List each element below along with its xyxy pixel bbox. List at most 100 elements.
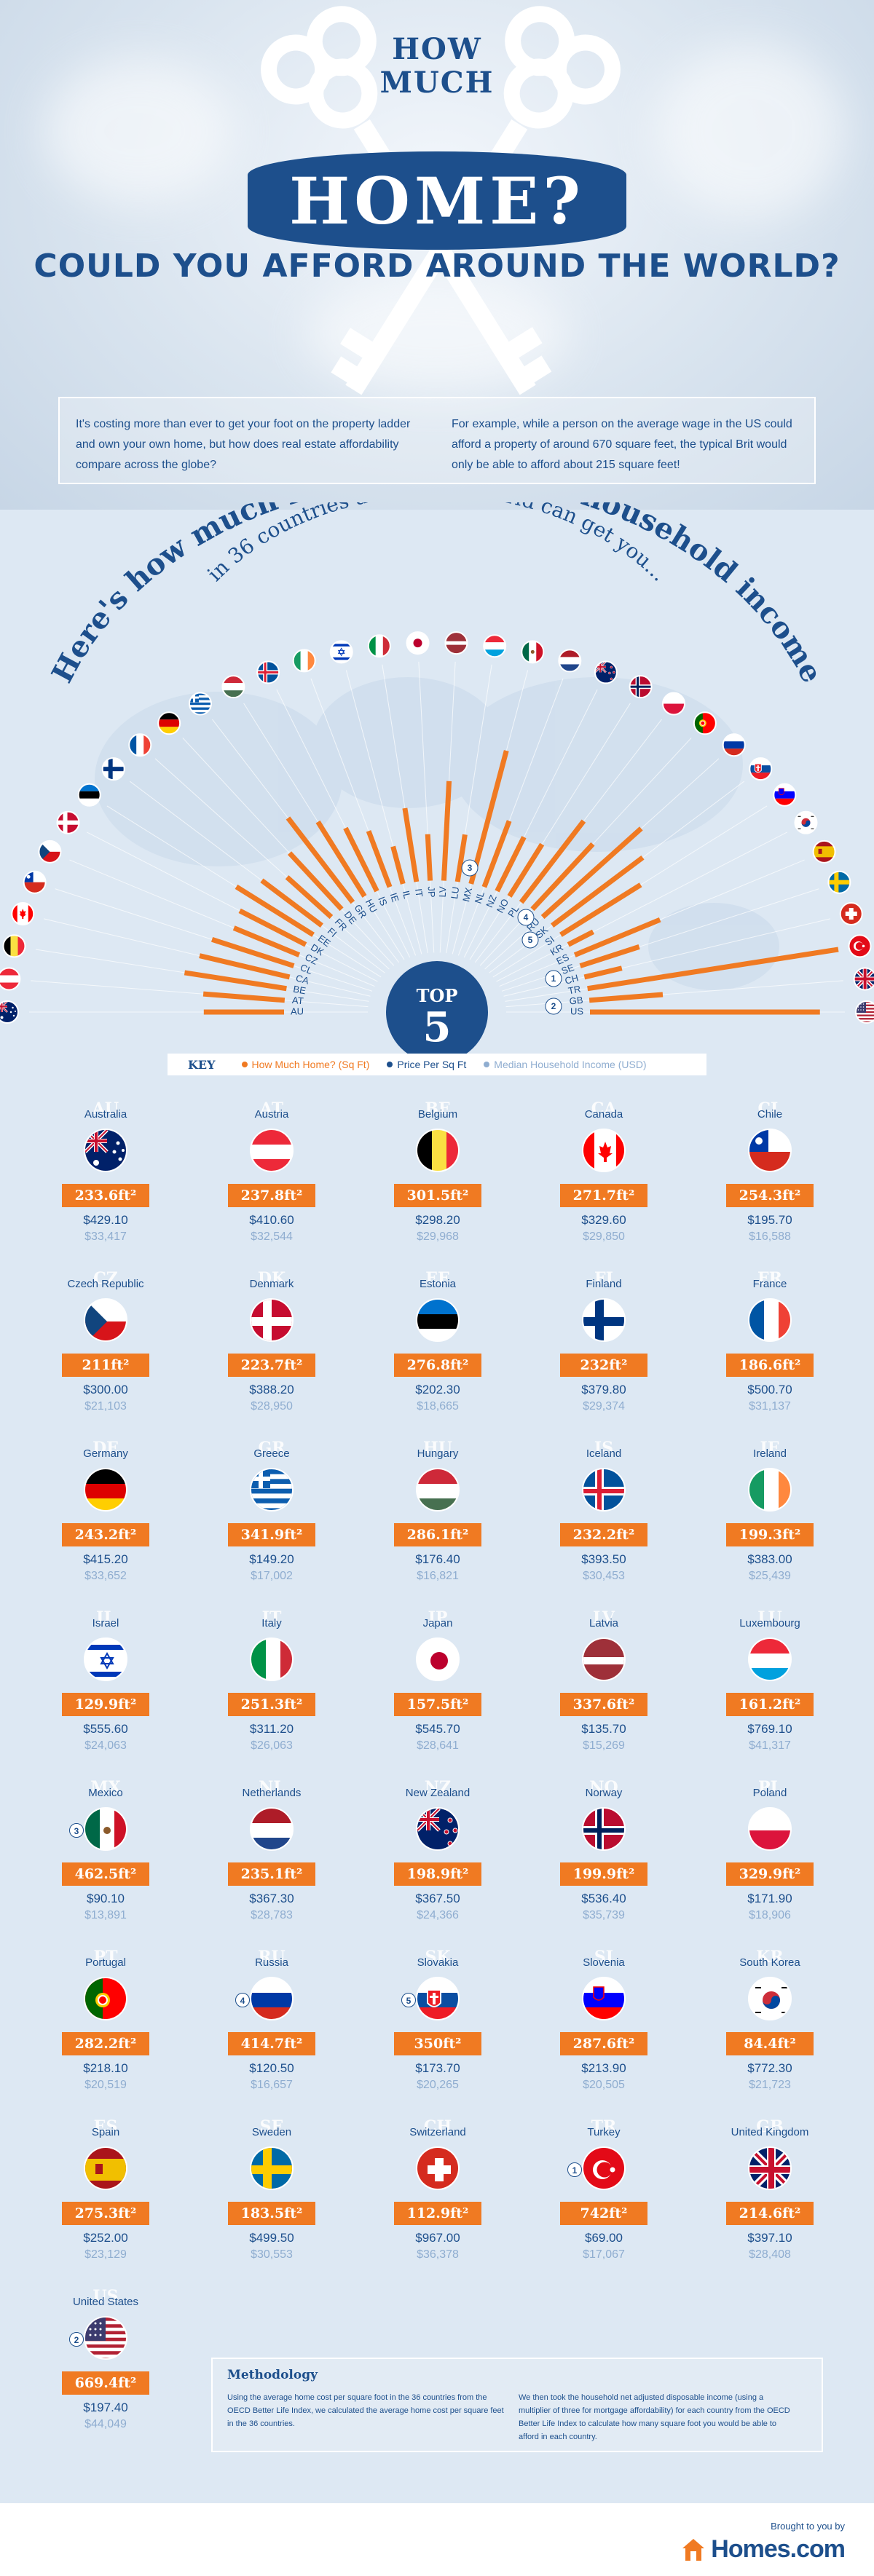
country-card: HU Hungary 286.1ft² $176.40 $16,821 [372, 1439, 503, 1606]
background-blur [44, 58, 233, 204]
fan-category-label: CL [299, 962, 314, 976]
mx-flag-icon [84, 1807, 127, 1851]
fan-bars [184, 750, 839, 1015]
methodology-text-left: Using the average home cost per square f… [227, 2393, 504, 2428]
methodology-text-right: We then took the household net adjusted … [519, 2393, 790, 2441]
fan-category-label: US [570, 1005, 583, 1016]
footer: Brought to you by Homes.com [0, 2503, 874, 2576]
jp-flag-icon [416, 1637, 460, 1681]
median-income: $28,950 [251, 1400, 293, 1413]
price-per-sqft: $500.70 [747, 1383, 792, 1396]
fan-bar [211, 936, 295, 968]
ru-flag-icon [722, 733, 746, 757]
it-flag-icon [367, 634, 391, 658]
country-card: CH Switzerland 112.9ft² $967.00 $36,378 [372, 2117, 503, 2285]
country-code: AT [259, 1099, 284, 1118]
sqft-value: 211ft² [62, 1354, 149, 1377]
median-income: $35,739 [583, 1909, 625, 1921]
median-income: $33,652 [84, 1570, 127, 1582]
house-icon [682, 2538, 705, 2561]
country-code: IT [261, 1608, 282, 1627]
fan-bar [588, 992, 664, 1003]
country-code: SI [594, 1948, 614, 1967]
sqft-value: 251.3ft² [228, 1693, 315, 1716]
country-card: NO Norway 199.9ft² $536.40 $35,739 [538, 1778, 669, 1945]
legend-item-sqft: How Much Home? (Sq Ft) [241, 1059, 369, 1070]
fan-bar [232, 925, 301, 957]
country-name: Italy [261, 1617, 282, 1629]
median-income: $44,049 [84, 2418, 127, 2430]
legend-label-income: Median Household Income (USD) [494, 1059, 647, 1070]
fan-bar [390, 845, 406, 885]
legend-label-price: Price Per Sq Ft [397, 1059, 467, 1070]
country-code: GR [258, 1439, 286, 1458]
fan-bar [315, 820, 367, 898]
country-code: CH [423, 2117, 452, 2136]
country-code: NL [259, 1778, 285, 1797]
mx-flag-icon [521, 640, 545, 664]
tr-flag-icon [582, 2146, 626, 2190]
fan-category-label: TR [567, 984, 582, 997]
median-income: $32,544 [251, 1230, 293, 1243]
sqft-value: 112.9ft² [394, 2202, 481, 2225]
country-card: DE Germany 243.2ft² $415.20 $33,652 [40, 1439, 171, 1606]
fan-category-label: NL [473, 890, 487, 904]
fan-ray [129, 781, 385, 973]
country-name: Iceland [586, 1447, 622, 1460]
sqft-value: 337.6ft² [560, 1693, 647, 1716]
cl-flag-icon [23, 870, 47, 894]
sqft-value: 669.4ft² [62, 2371, 149, 2395]
price-per-sqft: $90.10 [87, 1892, 125, 1905]
fan-ray [87, 831, 378, 982]
price-per-sqft: $298.20 [415, 1213, 460, 1227]
country-name: Finland [586, 1278, 622, 1290]
intro-text-left: It's costing more than ever to get your … [76, 418, 411, 471]
country-card: IT Italy 251.3ft² $311.20 $26,063 [206, 1608, 337, 1776]
country-name: Poland [752, 1787, 787, 1799]
sqft-value: 243.2ft² [62, 1523, 149, 1546]
ca-flag-icon [582, 1129, 626, 1172]
price-per-sqft: $176.40 [415, 1552, 460, 1566]
median-income: $28,641 [417, 1739, 459, 1752]
homes-logo[interactable]: Homes.com [680, 2535, 846, 2564]
sqft-value: 287.6ft² [560, 2032, 647, 2055]
country-card: SI Slovenia 287.6ft² $213.90 $20,505 [538, 1948, 669, 2115]
il-flag-icon [84, 1637, 127, 1681]
country-code: TR [591, 2117, 617, 2136]
country-card: IE Ireland 199.3ft² $383.00 $25,439 [704, 1439, 835, 1606]
country-code: NZ [424, 1778, 452, 1797]
price-per-sqft: $213.90 [581, 2061, 626, 2075]
fan-category-label: GB [569, 995, 583, 1007]
pt-flag-icon [84, 1977, 127, 2020]
sqft-value: 414.7ft² [228, 2032, 315, 2055]
kr-flag-icon [748, 1977, 792, 2020]
price-per-sqft: $379.80 [581, 1383, 626, 1396]
fan-bar [468, 750, 509, 885]
fan-category-label: LV [437, 886, 449, 898]
top5-rank-number: 3 [468, 863, 473, 873]
price-per-sqft: $429.10 [83, 1213, 128, 1227]
rank-badge: 2 [69, 2332, 84, 2347]
country-card: BE Belgium 301.5ft² $298.20 $29,968 [372, 1099, 503, 1267]
country-name: Czech Republic [67, 1278, 144, 1290]
sqft-value: 237.8ft² [228, 1184, 315, 1207]
country-name: Chile [757, 1108, 783, 1121]
country-code: BE [425, 1099, 451, 1118]
title-subtitle: COULD YOU AFFORD AROUND THE WORLD? [34, 248, 840, 285]
fi-flag-icon [582, 1298, 626, 1342]
fr-flag-icon [128, 733, 152, 757]
country-code: CA [591, 1099, 617, 1118]
median-income: $17,002 [251, 1570, 293, 1582]
country-card: TR Turkey 1 742ft² $69.00 $17,067 [538, 2117, 669, 2285]
title-much: MUCH [379, 66, 495, 100]
median-income: $24,063 [84, 1739, 127, 1752]
country-code: KR [756, 1948, 784, 1967]
price-per-sqft: $545.70 [415, 1722, 460, 1736]
country-card: NZ New Zealand 198.9ft² $367.50 $24,366 [372, 1778, 503, 1945]
fan-title-1: Here's how much home the median househol… [45, 502, 830, 688]
lv-flag-icon [444, 631, 468, 655]
fan-bar [481, 820, 512, 888]
fan-bar [551, 855, 645, 928]
top5-rank-marker [517, 909, 535, 926]
